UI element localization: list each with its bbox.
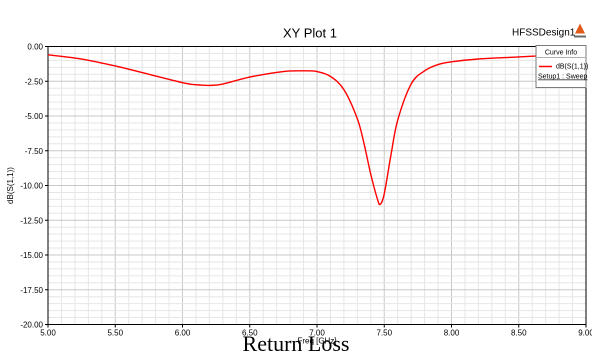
hfss-logo-icon bbox=[574, 23, 586, 38]
y-tick-label: -15.00 bbox=[20, 251, 43, 260]
series-line-dB-S11 bbox=[47, 53, 587, 206]
legend-entry-setup: Setup1 : Sweep bbox=[538, 74, 588, 81]
y-tick-label: 0.00 bbox=[27, 43, 43, 52]
axis-ticks: 5.00 5.50 6.00 6.50 7.00 7.50 8.00 8.50 9.00 0.00… bbox=[20, 43, 592, 338]
y-tick-label: -12.50 bbox=[20, 216, 43, 225]
x-tick-label: 6.50 bbox=[242, 329, 258, 338]
y-tick-label: -20.00 bbox=[20, 321, 43, 330]
legend-title: Curve Info bbox=[545, 50, 577, 57]
y-tick-label: -7.50 bbox=[25, 147, 44, 156]
y-tick-label: -10.00 bbox=[20, 182, 43, 191]
x-axis-label: Freq [GHz] bbox=[297, 337, 336, 346]
chart-title: XY Plot 1 bbox=[283, 26, 337, 41]
x-tick-label: 7.00 bbox=[309, 329, 325, 338]
figure-caption: Return Loss bbox=[242, 331, 350, 356]
y-tick-label: -5.00 bbox=[25, 112, 44, 121]
design-label: HFSSDesign1 bbox=[512, 28, 576, 39]
x-tick-label: 8.00 bbox=[444, 329, 460, 338]
y-axis-label: dB(S(1,1)) bbox=[6, 167, 15, 204]
y-tick-label: -2.50 bbox=[25, 77, 44, 86]
x-tick-label: 9.00 bbox=[578, 329, 592, 338]
x-tick-label: 7.50 bbox=[376, 329, 392, 338]
grid-lines bbox=[47, 46, 587, 325]
x-tick-label: 8.50 bbox=[511, 329, 527, 338]
x-tick-label: 6.00 bbox=[175, 329, 191, 338]
y-tick-label: -17.50 bbox=[20, 286, 43, 295]
x-tick-label: 5.50 bbox=[107, 329, 123, 338]
series-layer bbox=[47, 53, 587, 206]
x-tick-label: 5.00 bbox=[40, 329, 56, 338]
legend-entry-name: dB(S(1,1)) bbox=[556, 64, 588, 71]
legend-box[interactable]: Curve Info dB(S(1,1)) Setup1 : Sweep bbox=[535, 45, 588, 88]
